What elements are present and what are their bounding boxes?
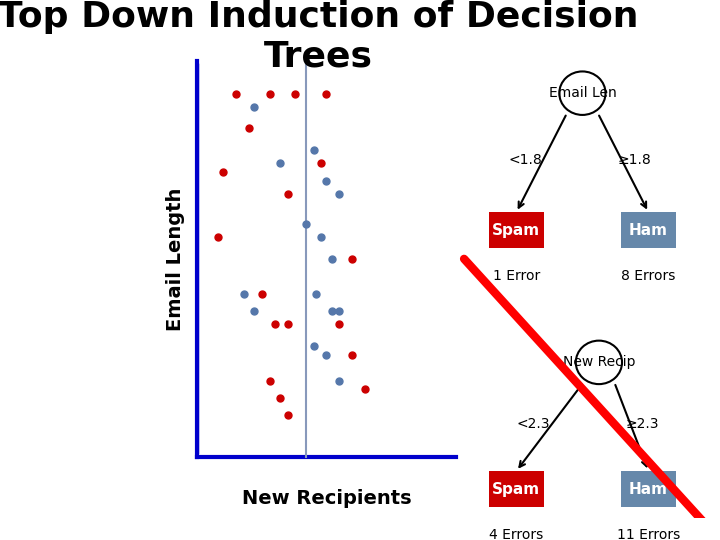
Circle shape: [576, 341, 622, 384]
Text: <2.3: <2.3: [517, 417, 550, 431]
Text: Top Down Induction of Decision
Trees: Top Down Induction of Decision Trees: [0, 0, 639, 73]
Text: <1.8: <1.8: [508, 153, 542, 167]
Text: Spam: Spam: [492, 223, 541, 238]
FancyBboxPatch shape: [489, 212, 544, 248]
Text: Ham: Ham: [629, 482, 668, 497]
FancyBboxPatch shape: [621, 471, 676, 508]
Text: 11 Errors: 11 Errors: [617, 528, 680, 540]
Text: New Recip: New Recip: [562, 355, 635, 369]
Text: New Recipients: New Recipients: [242, 489, 411, 509]
Text: Email Len: Email Len: [549, 86, 616, 100]
Text: ≥2.3: ≥2.3: [626, 417, 659, 431]
Circle shape: [559, 71, 606, 115]
Text: Email Length: Email Length: [166, 187, 184, 330]
Text: ≥1.8: ≥1.8: [617, 153, 651, 167]
Text: 4 Errors: 4 Errors: [489, 528, 544, 540]
Text: Ham: Ham: [629, 223, 668, 238]
FancyBboxPatch shape: [621, 212, 676, 248]
Text: Spam: Spam: [492, 482, 541, 497]
Text: 8 Errors: 8 Errors: [621, 269, 675, 283]
Text: 1 Error: 1 Error: [492, 269, 540, 283]
FancyBboxPatch shape: [489, 471, 544, 508]
